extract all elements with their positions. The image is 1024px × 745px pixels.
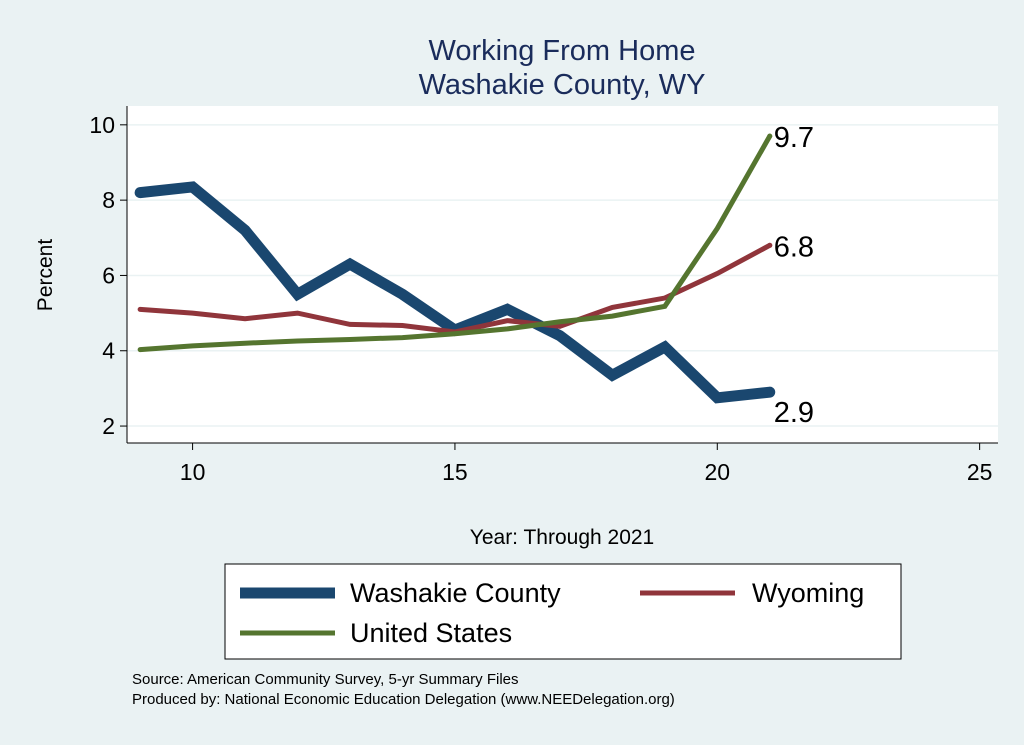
y-tick-label: 4	[102, 338, 115, 364]
producer-note: Produced by: National Economic Education…	[132, 691, 675, 708]
y-tick-label: 10	[89, 112, 115, 138]
x-tick-label: 20	[704, 459, 730, 485]
end-point-marker	[767, 133, 773, 139]
y-tick-label: 6	[102, 262, 115, 288]
x-tick-label: 10	[180, 459, 206, 485]
legend: Washakie County Wyoming United States	[224, 563, 902, 660]
end-value-label: 6.8	[774, 231, 814, 263]
chart-title: Working From Home	[429, 35, 696, 67]
plot-area	[127, 106, 998, 443]
x-tick-label: 15	[442, 459, 468, 485]
legend-label: Washakie County	[350, 578, 561, 608]
y-tick-label: 2	[102, 413, 115, 439]
source-note: Source: American Community Survey, 5-yr …	[132, 671, 519, 688]
legend-label: Wyoming	[752, 578, 864, 608]
end-point-marker	[767, 389, 773, 395]
x-axis-label: Year: Through 2021	[470, 526, 655, 549]
y-axis-label: Percent	[34, 239, 57, 312]
chart-subtitle: Washakie County, WY	[419, 69, 706, 101]
end-value-label: 9.7	[774, 122, 814, 154]
end-point-marker	[767, 242, 773, 248]
end-value-label: 2.9	[774, 397, 814, 429]
series-line-united-states	[137, 133, 773, 353]
x-tick-label: 25	[967, 459, 993, 485]
y-tick-label: 8	[102, 187, 115, 213]
legend-label: United States	[350, 618, 512, 648]
